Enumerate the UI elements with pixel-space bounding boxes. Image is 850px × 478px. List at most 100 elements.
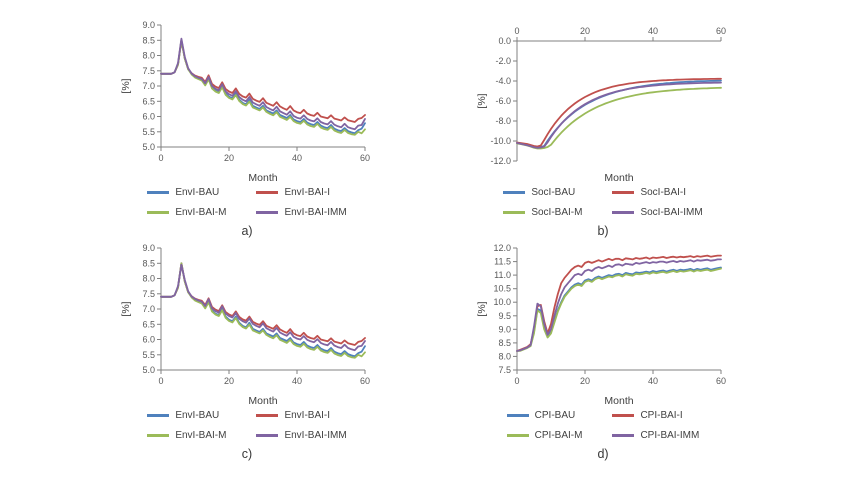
series-line-CPI-BAI-M [516,267,722,352]
y-tick-label: 6.0 [142,112,155,122]
caption-c: c) [241,447,253,461]
x-axis-title: Month [604,172,633,184]
legend-label: EnvI-BAI-IMM [284,207,347,218]
caption-d: d) [597,447,609,461]
x-tick-label: 0 [514,26,519,36]
legend-line-sample [256,434,279,437]
y-axis-title: [%] [120,301,132,316]
series-line-SocI-BAI-IMM [516,81,722,149]
legend-label: EnvI-BAI-IMM [284,430,347,441]
x-axis-title: Month [248,172,277,184]
y-tick-label: -4.0 [495,76,511,86]
legend-label: EnvI-BAI-M [175,207,227,218]
x-tick-label: 60 [360,153,370,163]
legend-label: CPI-BAI-M [534,430,583,441]
panel-d: 7.5 8.0 8.5 9.0 9.5 10.0 10.5 11.0 11.5 12.0 0 20 40… [453,240,753,461]
legend-label: CPI-BAU [534,410,576,421]
legend-item: CPI-BAI-M [506,430,583,441]
y-tick-label: 6.5 [142,96,155,106]
legend-label: EnvI-BAI-I [284,187,331,198]
panel-a: 5.0 5.5 6.0 6.5 7.0 7.5 8.0 8.5 9.0 0 20 40 60 [%] Mon… [97,17,397,238]
y-tick-label: -12.0 [490,156,511,166]
legend-label: EnvI-BAU [175,410,220,421]
y-tick-label: 6.5 [142,319,155,329]
chart-d: 7.5 8.0 8.5 9.0 9.5 10.0 10.5 11.0 11.5 12.0 0 20 40… [476,243,726,407]
y-axis-title: [%] [476,301,488,316]
legend-label: SocI-BAI-M [531,207,583,218]
x-tick-label: 60 [716,26,726,36]
y-tick-label: 8.0 [498,351,511,361]
series-line-EnvI-BAI-IMM [160,37,366,131]
legend-item: EnvI-BAI-IMM [256,430,347,441]
legend-line-sample [503,191,526,194]
legend-item: EnvI-BAI-I [256,187,346,198]
x-tick-label: 0 [514,376,519,386]
y-tick-label: 12.0 [493,243,511,253]
y-tick-label: 8.5 [498,338,511,348]
y-tick-label: 5.5 [142,127,155,137]
legend-item: SocI-BAI-I [612,187,702,198]
legend-item: EnvI-BAU [147,187,226,198]
chart-c: 5.0 5.5 6.0 6.5 7.0 7.5 8.0 8.5 9.0 0 20 40 60 [%] Mon… [120,243,370,407]
y-tick-label: 9.0 [142,243,155,253]
y-tick-label: 10.0 [493,297,511,307]
caption-a: a) [241,224,253,238]
legend-line-sample [612,434,635,437]
series-line-EnvI-BAI-M [160,39,366,136]
y-tick-label: 9.5 [498,311,511,321]
y-tick-label: 10.5 [493,284,511,294]
legend-label: CPI-BAI-I [640,410,683,421]
x-axis-title: Month [604,395,633,407]
x-tick-label: 60 [360,376,370,386]
x-tick-label: 40 [292,376,302,386]
y-tick-label: 9.0 [498,324,511,334]
x-tick-label: 20 [580,26,590,36]
x-tick-label: 0 [158,376,163,386]
y-tick-label: 5.5 [142,350,155,360]
legend-label: EnvI-BAI-M [175,430,227,441]
legend-label: SocI-BAI-I [640,187,687,198]
legend-item: SocI-BAU [503,187,582,198]
legend-line-sample [147,414,170,417]
legend-line-sample [506,414,529,417]
series-line-CPI-BAI-I [516,254,722,352]
chart-a: 5.0 5.5 6.0 6.5 7.0 7.5 8.0 8.5 9.0 0 20 40 60 [%] Mon… [120,20,370,184]
series-line-CPI-BAI-IMM [516,258,722,352]
y-tick-label: 7.5 [142,289,155,299]
y-tick-label: 9.0 [142,20,155,30]
legend-d: CPI-BAU CPI-BAI-I CPI-BAI-M CPI-BAI-IMM [506,410,699,441]
series-line-EnvI-BAI-M [160,262,366,359]
legend-b: SocI-BAU SocI-BAI-I SocI-BAI-M SocI-BAI-IMM [503,187,703,218]
legend-item: CPI-BAU [506,410,583,421]
series-line-EnvI-BAI-IMM [160,263,366,352]
y-tick-label: 5.0 [142,142,155,152]
legend-line-sample [503,211,526,214]
legend-label: EnvI-BAI-I [284,410,331,421]
y-axis-title: [%] [120,78,132,93]
series-line-CPI-BAU [516,266,722,352]
y-tick-label: -6.0 [495,96,511,106]
y-tick-label: 0.0 [498,36,511,46]
x-tick-label: 20 [580,376,590,386]
legend-item: EnvI-BAU [147,410,226,421]
y-tick-label: 11.0 [494,270,511,280]
series-line-SocI-BAI-I [516,77,722,148]
x-tick-label: 60 [716,376,726,386]
y-tick-label: 8.0 [142,274,155,284]
y-tick-label: 7.5 [142,66,155,76]
x-tick-label: 40 [648,376,658,386]
legend-label: SocI-BAI-IMM [640,207,703,218]
legend-line-sample [612,191,635,194]
y-tick-label: 7.0 [142,304,155,314]
legend-item: CPI-BAI-IMM [612,430,699,441]
caption-b: b) [597,224,609,238]
y-tick-label: 8.5 [142,258,155,268]
y-axis-title: [%] [476,93,488,108]
legend-item: EnvI-BAI-IMM [256,207,347,218]
x-tick-label: 40 [648,26,658,36]
y-tick-label: -8.0 [495,116,511,126]
y-tick-label: 8.0 [142,51,155,61]
legend-a: EnvI-BAU EnvI-BAI-I EnvI-BAI-M EnvI-BAI-IMM [147,187,347,218]
legend-line-sample [147,191,170,194]
